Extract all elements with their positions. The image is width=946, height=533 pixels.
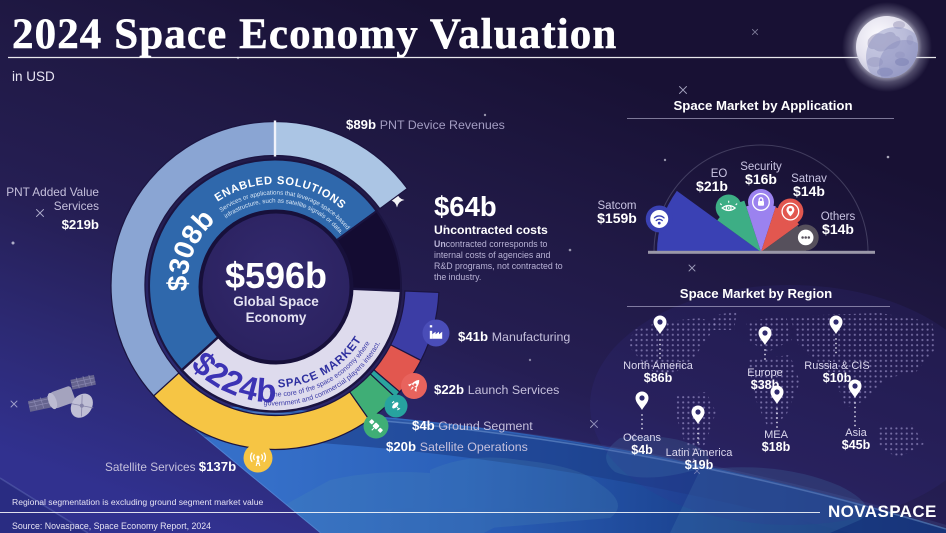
svg-text:$4b: $4b xyxy=(631,443,653,457)
svg-text:Russia & CIS: Russia & CIS xyxy=(804,360,869,372)
svg-text:Satellite Services $137b: Satellite Services $137b xyxy=(105,459,236,474)
svg-text:$219b: $219b xyxy=(62,217,99,232)
svg-text:Source: Novaspace, Space Econo: Source: Novaspace, Space Economy Report,… xyxy=(12,521,211,531)
svg-text:Global Space: Global Space xyxy=(233,294,319,309)
svg-text:Uncontracted costs: Uncontracted costs xyxy=(434,223,548,237)
svg-text:$22b Launch Services: $22b Launch Services xyxy=(434,382,559,397)
svg-text:$86b: $86b xyxy=(644,371,673,385)
svg-text:$18b: $18b xyxy=(762,440,791,454)
svg-text:North America: North America xyxy=(623,360,694,372)
svg-text:Space Market by Region: Space Market by Region xyxy=(680,286,832,301)
svg-text:internal costs of agencies and: internal costs of agencies and xyxy=(434,250,550,260)
svg-text:the industry.: the industry. xyxy=(434,272,481,282)
svg-text:$596b: $596b xyxy=(225,255,327,296)
svg-text:Regional segmentation is exclu: Regional segmentation is excluding groun… xyxy=(12,497,263,507)
svg-text:$10b: $10b xyxy=(823,371,852,385)
svg-text:in USD: in USD xyxy=(12,69,55,84)
svg-text:Space Market by Application: Space Market by Application xyxy=(673,98,852,113)
svg-text:Europe: Europe xyxy=(747,367,782,379)
svg-text:$16b: $16b xyxy=(745,171,777,187)
svg-text:$20b Satellite Operations: $20b Satellite Operations xyxy=(386,439,528,454)
svg-text:Asia: Asia xyxy=(845,427,867,439)
svg-text:Uncontracted corresponds to: Uncontracted corresponds to xyxy=(434,239,548,249)
svg-text:$14b: $14b xyxy=(822,221,854,237)
svg-text:Oceans: Oceans xyxy=(623,432,661,444)
svg-text:$21b: $21b xyxy=(696,178,728,194)
svg-text:Satnav: Satnav xyxy=(791,173,827,185)
svg-text:EO: EO xyxy=(711,168,728,180)
svg-text:Others: Others xyxy=(821,211,856,223)
svg-text:$159b: $159b xyxy=(597,210,637,226)
svg-text:Satcom: Satcom xyxy=(598,200,637,212)
svg-text:$89b PNT Device Revenues: $89b PNT Device Revenues xyxy=(346,117,505,132)
svg-text:Security: Security xyxy=(740,161,782,173)
svg-text:PNT Added Value: PNT Added Value xyxy=(6,185,99,199)
svg-text:$41b Manufacturing: $41b Manufacturing xyxy=(458,329,570,344)
svg-text:Economy: Economy xyxy=(246,310,307,325)
svg-text:$4b Ground Segment: $4b Ground Segment xyxy=(412,418,533,433)
svg-text:2024 Space Economy Valuation: 2024 Space Economy Valuation xyxy=(12,11,617,58)
svg-text:Services: Services xyxy=(54,199,99,213)
svg-text:R&D programs, not contracted t: R&D programs, not contracted to xyxy=(434,261,563,271)
svg-text:$45b: $45b xyxy=(842,438,871,452)
svg-text:Latin America: Latin America xyxy=(666,447,734,459)
svg-text:$64b: $64b xyxy=(434,191,497,222)
svg-text:$19b: $19b xyxy=(685,458,714,472)
svg-text:$14b: $14b xyxy=(793,183,825,199)
svg-text:MEA: MEA xyxy=(764,429,789,441)
svg-text:NOVASPACE: NOVASPACE xyxy=(828,502,937,521)
